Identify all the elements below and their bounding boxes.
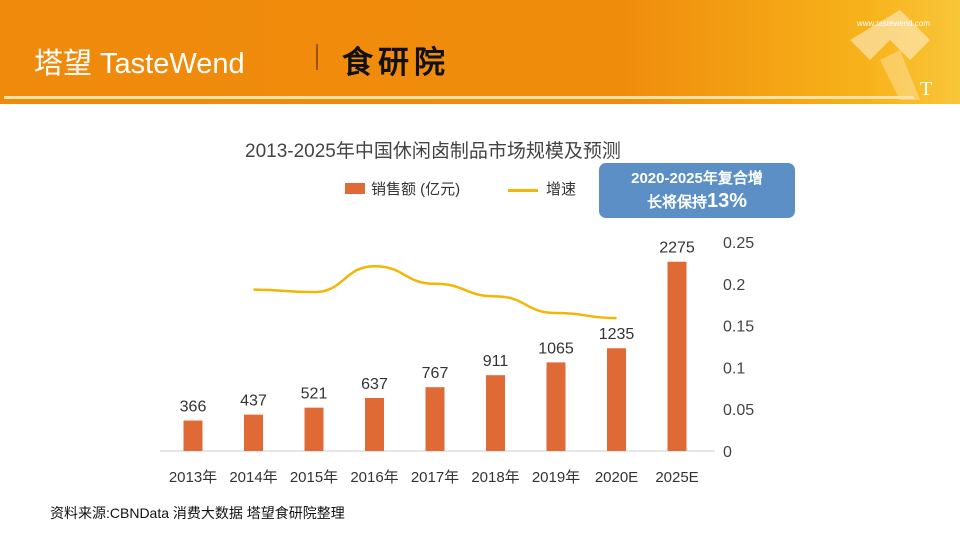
- y2-tick-label: 0.15: [723, 319, 754, 336]
- legend-growth-label: 增速: [546, 181, 577, 198]
- bar: [546, 362, 566, 451]
- bar-data-label: 2275: [659, 240, 695, 257]
- bar-data-label: 1065: [538, 340, 574, 357]
- bar: [183, 420, 203, 451]
- bar: [304, 407, 324, 451]
- bar-data-label: 437: [240, 393, 267, 410]
- legend-sales: 销售额 (亿元): [345, 178, 460, 199]
- x-tick-label: 2019年: [532, 469, 580, 486]
- brand-logo: 塔望 TasteWend: [34, 48, 245, 80]
- x-tick-label: 2016年: [350, 469, 398, 486]
- bar: [667, 261, 687, 451]
- x-tick-label: 2018年: [471, 469, 519, 486]
- t-mark: T: [920, 78, 933, 100]
- bar-data-label: 1235: [599, 326, 635, 343]
- x-tick-label: 2015年: [290, 469, 338, 486]
- cagr-callout: 2020-2025年复合增长将保持13%: [599, 163, 795, 218]
- bar-data-label: 366: [180, 399, 207, 416]
- header-banner: [0, 0, 960, 104]
- y2-tick-label: 0.2: [723, 277, 745, 294]
- bar: [486, 375, 505, 451]
- y2-tick-label: 0: [723, 444, 732, 461]
- source-note: 资料来源:CBNData 消费大数据 塔望食研院整理: [50, 505, 345, 521]
- logo-separator: [316, 44, 318, 70]
- x-tick-label: 2014年: [229, 469, 277, 486]
- legend-line-swatch: [508, 188, 538, 192]
- header-divider: [4, 96, 914, 99]
- bar-data-label: 767: [422, 365, 449, 382]
- bar: [607, 348, 626, 451]
- callout-line2: 长将保持: [646, 194, 707, 211]
- x-tick-label: 2017年: [411, 469, 459, 486]
- callout-line1: 2020-2025年复合增: [631, 170, 763, 187]
- y2-tick-label: 0.25: [723, 235, 754, 252]
- y2-tick-label: 0.05: [723, 402, 754, 419]
- x-tick-label: 2020E: [595, 469, 638, 486]
- legend-bar-swatch: [345, 183, 365, 194]
- x-tick-label: 2025E: [655, 469, 698, 486]
- bar: [365, 398, 384, 451]
- bar: [244, 414, 263, 451]
- chart-title: 2013-2025年中国休闲卤制品市场规模及预测: [245, 141, 621, 162]
- institute-name: 食研院: [342, 45, 450, 80]
- bar-data-label: 521: [301, 386, 328, 403]
- legend-growth: 增速: [508, 178, 576, 199]
- bar: [425, 387, 445, 451]
- bar-data-label: 637: [361, 376, 388, 393]
- y2-tick-label: 0.1: [723, 360, 745, 377]
- website-url: www.tastewend.com: [857, 19, 930, 28]
- growth-line: [253, 264, 617, 320]
- x-tick-label: 2013年: [169, 469, 217, 486]
- content-panel: [6, 106, 954, 534]
- legend-sales-label: 销售额 (亿元): [371, 181, 461, 198]
- decorative-t-logo-icon: [850, 10, 930, 100]
- callout-highlight: 13%: [706, 190, 748, 212]
- bar-data-label: 911: [483, 353, 509, 370]
